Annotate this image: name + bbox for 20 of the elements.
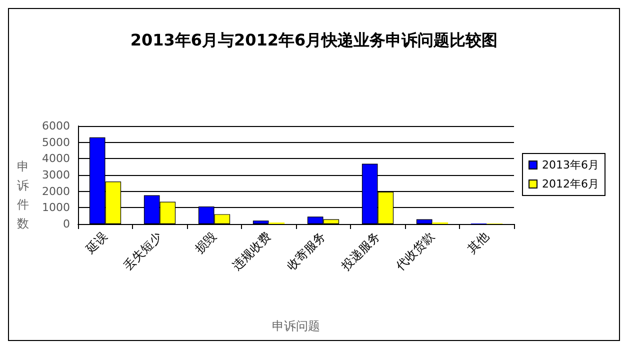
chart-title: 2013年6月与2012年6月快递业务申诉问题比较图 <box>130 30 498 50</box>
y-tick-label: 3000 <box>42 168 70 182</box>
y-tick-label: 4000 <box>42 152 70 166</box>
x-tick-label: 其他 <box>464 229 492 256</box>
x-axis-title: 申诉问题 <box>272 319 320 333</box>
legend-label: 2013年6月 <box>542 158 600 172</box>
y-tick-label: 5000 <box>42 136 70 149</box>
x-tick-label: 丢失短少 <box>120 229 165 273</box>
x-tick-label: 代收货款 <box>392 229 438 274</box>
y-tick-label: 1000 <box>42 201 70 214</box>
x-tick-label: 延误 <box>82 229 110 257</box>
legend-label: 2012年6月 <box>542 178 600 190</box>
x-tick-label: 投递服务 <box>338 229 383 274</box>
x-tick-label: 收寄服务 <box>284 229 328 273</box>
x-tick-label: 违规收费 <box>230 229 274 273</box>
y-tick-label: 0 <box>63 218 70 230</box>
y-tick-label: 6000 <box>42 120 70 132</box>
y-axis-title: 申诉件数 <box>17 160 29 230</box>
x-tick-label: 损毁 <box>192 229 220 256</box>
y-tick-label: 2000 <box>42 184 70 198</box>
